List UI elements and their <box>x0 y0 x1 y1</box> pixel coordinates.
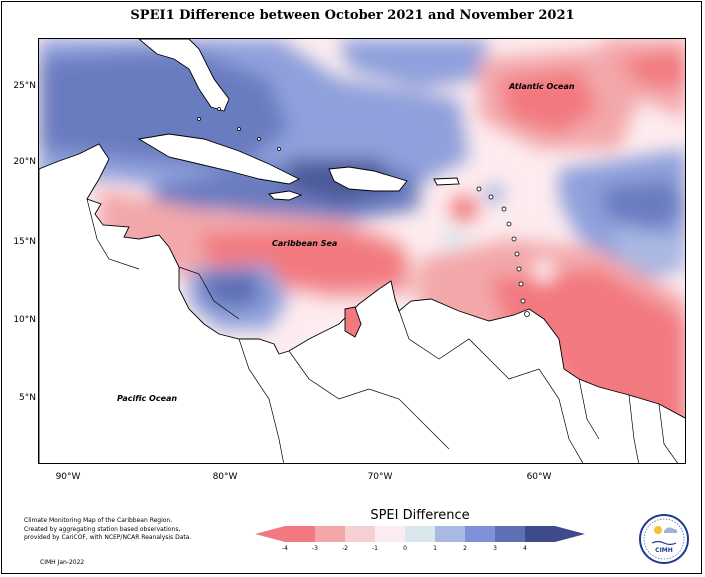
colorbar-tick: -2 <box>342 545 348 552</box>
footnote-line: Created by aggregating station based obs… <box>24 525 181 533</box>
spei-difference-map: Atlantic Ocean Caribbean Sea Pacific Oce… <box>39 39 685 463</box>
colorbar-swatch <box>345 526 375 542</box>
colorbar-arrow-high <box>555 526 585 542</box>
lon-label-80w: 80°W <box>212 472 238 482</box>
lesser-antilles <box>197 107 530 317</box>
colorbar-tick: 3 <box>493 545 497 552</box>
label-pacific-ocean: Pacific Ocean <box>117 394 177 403</box>
colorbar-swatch <box>405 526 435 542</box>
colorbar-tick: 1 <box>433 545 437 552</box>
lat-label-25n: 25°N <box>13 81 36 91</box>
lat-label-5n: 5°N <box>19 393 36 403</box>
lat-label-10n: 10°N <box>13 315 36 325</box>
footnote-line: Climate Monitoring Map of the Caribbean … <box>24 517 173 524</box>
colorbar-arrow-low <box>255 526 285 542</box>
country-borders <box>86 198 679 463</box>
map-footnote: Climate Monitoring Map of the Caribbean … <box>24 517 224 543</box>
colorbar-tick: 0 <box>403 545 407 552</box>
map-panel: Atlantic Ocean Caribbean Sea Pacific Oce… <box>38 38 686 464</box>
label-caribbean-sea: Caribbean Sea <box>272 239 337 248</box>
colorbar-tick: -4 <box>282 545 288 552</box>
colorbar-swatch <box>435 526 465 542</box>
lat-label-15n: 15°N <box>13 237 36 247</box>
colorbar-swatch <box>495 526 525 542</box>
map-credit: CIMH Jan-2022 <box>40 559 85 566</box>
label-atlantic-ocean: Atlantic Ocean <box>508 82 575 91</box>
colorbar-swatch <box>525 526 555 542</box>
map-title: SPEI1 Difference between October 2021 an… <box>130 8 575 23</box>
land-masses <box>39 39 685 463</box>
colorbar-tick: -1 <box>372 545 378 552</box>
colorbar-swatch <box>375 526 405 542</box>
lon-label-60w: 60°W <box>526 472 552 482</box>
colorbar-tick: 2 <box>463 545 467 552</box>
colorbar-swatch <box>285 526 315 542</box>
cimh-logo: CIMH <box>639 514 689 564</box>
colorbar-swatch <box>465 526 495 542</box>
colorbar-tick: -3 <box>312 545 318 552</box>
logo-text: CIMH <box>655 547 673 554</box>
colorbar-title: SPEI Difference <box>370 508 470 523</box>
lon-label-70w: 70°W <box>367 472 393 482</box>
colorbar <box>255 526 585 542</box>
lat-label-20n: 20°N <box>13 157 36 167</box>
lon-label-90w: 90°W <box>55 472 81 482</box>
colorbar-swatch <box>315 526 345 542</box>
footnote-line: provided by CariCOF, with NCEP/NCAR Rean… <box>24 534 192 541</box>
colorbar-tick: 4 <box>523 545 527 552</box>
